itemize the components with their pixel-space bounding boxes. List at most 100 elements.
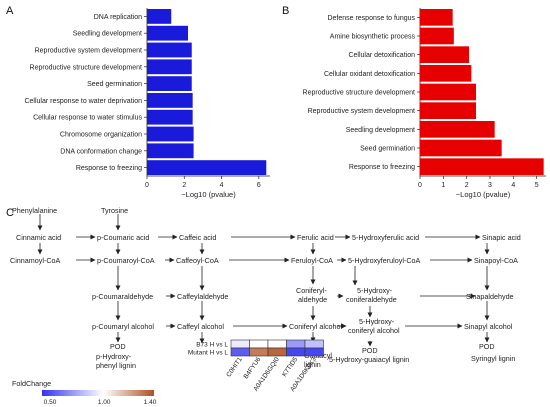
node-p-hydroxyphenyl-lignin-2: phenyl lignin — [96, 361, 136, 370]
heatmap-cell — [230, 347, 250, 357]
node-cinnamic-acid: Cinnamic acid — [16, 233, 61, 242]
heatmap-cell — [304, 339, 324, 349]
chart-a-category-label: Chromosome organization — [60, 132, 142, 139]
chart-b-category-label: Response to freezing — [349, 164, 415, 171]
node-sinapyl-alcohol: Sinapyl alcohol — [464, 322, 513, 331]
node-pod-1: POD — [110, 342, 126, 351]
node-coniferylaldehyde-2: aldehyde — [298, 295, 327, 304]
chart-a-bar — [147, 160, 267, 175]
node-tyrosine: Tyrosine — [101, 206, 128, 215]
foldchange-legend: FoldChange 0.50 1.00 1.40 — [12, 379, 157, 406]
heatmap-cell — [304, 347, 324, 357]
legend-tick-label: 1.40 — [144, 399, 157, 406]
node-pod-4: POD — [479, 342, 495, 351]
node-caffeylaldehyde: Caffeylaldehyde — [177, 292, 228, 301]
chart-a-category-label: Reproductive structure development — [30, 64, 143, 71]
node-caffeyl-alcohol: Caffeyl alcohol — [177, 322, 224, 331]
node-p-hydroxyphenyl-lignin-1: p-Hydroxy- — [96, 352, 132, 361]
heatmap-cell — [249, 339, 269, 349]
chart-b-bar — [420, 158, 544, 175]
chart-b-bar — [420, 27, 454, 45]
node-sinapaldehyde: Sinapaldehyde — [466, 292, 514, 301]
node-hydroxy-guaiacyl-lignin: 5-Hydroxy-guaiacyl lignin — [329, 355, 409, 364]
chart-b-category-label: Seedling development — [346, 127, 415, 134]
chart-b-category-label: Reproductive structure development — [303, 90, 416, 97]
chart-a-bar — [147, 25, 188, 41]
chart-a-x-tick-label: 2 — [182, 182, 186, 189]
legend-tick-label: 1.00 — [98, 399, 111, 406]
chart-a-bars: DNA replication Seedling development Repro… — [24, 8, 270, 199]
chart-a-bar — [147, 109, 193, 125]
panel-label-b: B — [282, 5, 289, 17]
legend-gradient-bar — [42, 390, 154, 396]
chart-b-category-label: Defense response to fungus — [327, 15, 415, 22]
chart-a-bar — [147, 143, 194, 159]
chart-a-bar — [147, 126, 194, 142]
chart-b-bar — [420, 139, 502, 157]
chart-b-bar — [420, 83, 476, 101]
heatmap-cell — [249, 347, 269, 357]
heatmap-cell — [286, 347, 306, 357]
chart-a-bar — [147, 9, 172, 24]
heatmap-column-label: B4FYU6 — [243, 356, 263, 380]
chart-a-x-axis-title: −Log10 (pvalue) — [181, 190, 236, 199]
node-cinnamoyl-coa: Cinnamoyl-CoA — [10, 256, 61, 265]
node-hydroxyferuloyl-coa: 5-Hydroxyferuloyl-CoA — [348, 256, 421, 265]
chart-a-category-label: Seedling development — [73, 31, 142, 38]
node-hydroxyconiferyl-alcohol-1: 5-Hydroxy- — [359, 317, 395, 326]
node-p-coumaroyl-coa: p-Coumaroyl-CoA — [97, 256, 155, 265]
panel-label-a: A — [6, 5, 14, 17]
chart-b-category-label: Cellular detoxification — [348, 52, 415, 59]
panel-label-c: C — [6, 207, 14, 219]
node-p-coumaraldehyde: p-Coumaraldehyde — [92, 292, 153, 301]
heatmap-cell — [230, 339, 250, 349]
chart-b-x-tick-label: 4 — [511, 182, 515, 189]
chart-a-x-tick-label: 0 — [145, 182, 149, 189]
node-feruloyl-coa: Feruloyl-CoA — [291, 256, 333, 265]
heatmap-column-label: K7TID5 — [281, 356, 300, 378]
heatmap-cell — [267, 339, 287, 349]
node-hydroxyconiferaldehyde-1: 5-Hydroxy- — [357, 286, 393, 295]
node-p-coumaryl-alcohol: p-Coumaryl alcohol — [92, 322, 154, 331]
chart-b-bar — [420, 65, 472, 82]
heatmap-row-label: Mutant H vs L — [188, 349, 228, 356]
node-hydroxyferulic-acid: 5-Hydroxyferulic acid — [352, 233, 419, 242]
chart-b-category-label: Amine biosynthetic process — [330, 34, 416, 41]
chart-a-category-label: Reproductive system development — [35, 48, 142, 55]
node-p-coumaric-acid: p-Coumaric acid — [97, 233, 149, 242]
chart-a-category-label: Seed germination — [87, 81, 142, 88]
heatmap-column-label: C0HIT1 — [225, 356, 244, 379]
node-guaiacyl-lignin-2: lignin — [304, 360, 321, 369]
chart-a-x-tick-label: 6 — [257, 182, 261, 189]
heatmap-cell — [286, 339, 306, 349]
node-hydroxyconiferyl-alcohol-2: coniferyl alcohol — [348, 326, 400, 335]
node-caffeic-acid: Caffeic acid — [179, 233, 216, 242]
chart-b-x-tick-label: 3 — [488, 182, 492, 189]
node-hydroxyconiferaldehyde-2: coniferaldehyde — [346, 295, 397, 304]
chart-b-x-tick-label: 2 — [465, 182, 469, 189]
chart-a-category-label: DNA conformation change — [60, 148, 142, 155]
node-ferulic-acid: Ferulic acid — [297, 233, 334, 242]
chart-a-x-tick-label: 4 — [220, 182, 224, 189]
chart-a-category-label: Response to freezing — [76, 165, 142, 172]
chart-b-bar — [420, 9, 453, 26]
legend-title: FoldChange — [12, 379, 51, 388]
node-sinapic-acid: Sinapic acid — [482, 233, 521, 242]
chart-b-bar — [420, 46, 469, 63]
chart-b-category-label: Seed germination — [360, 146, 415, 153]
node-coniferyl-alcohol: Coniferyl alcohol — [289, 322, 343, 331]
node-caffeoyl-coa: Caffeoyl-CoA — [176, 256, 219, 265]
chart-b-bar — [420, 102, 476, 119]
chart-b-x-axis-title: −Log10 (pvalue) — [456, 190, 511, 199]
node-pod-3: POD — [362, 346, 378, 355]
chart-a-bar — [147, 93, 193, 108]
node-sinapoyl-coa: Sinapoyl-CoA — [474, 256, 518, 265]
legend-tick-label: 0.50 — [44, 399, 57, 406]
chart-a-category-label: DNA replication — [94, 14, 142, 21]
lignin-pathway — [37, 214, 490, 347]
chart-b-x-tick-label: 1 — [441, 182, 445, 189]
chart-b-x-tick-label: 0 — [418, 182, 422, 189]
chart-b-bars: Defense response to fungus Amine biosynth… — [303, 8, 546, 199]
chart-a-bar — [147, 42, 192, 58]
